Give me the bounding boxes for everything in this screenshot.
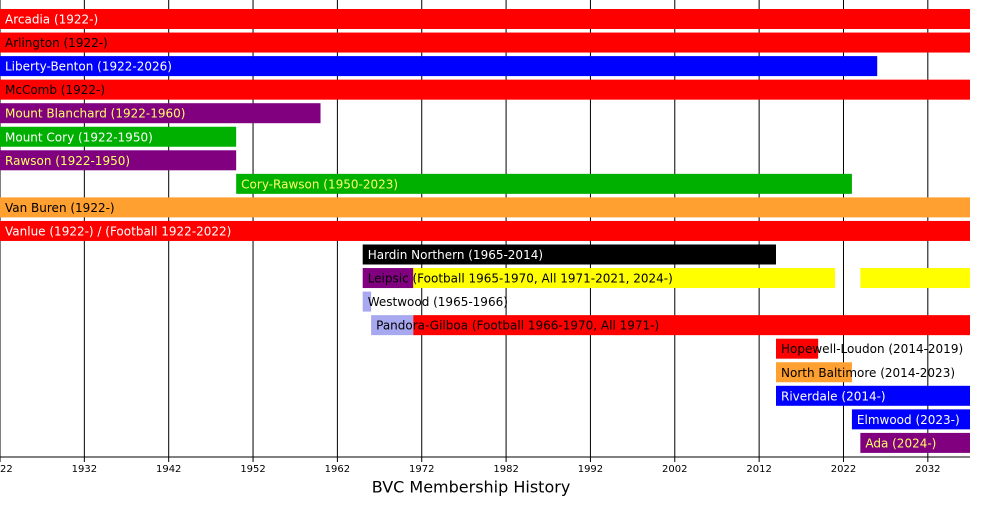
timeline-bar	[413, 268, 836, 289]
x-tick-label: 2032	[915, 464, 940, 475]
bar-label: Vanlue (1922-) / (Football 1922-2022)	[5, 224, 231, 238]
x-tick-label: 22	[0, 464, 13, 475]
x-tick-label: 2022	[831, 464, 856, 475]
bar-label: Hardin Northern (1965-2014)	[368, 248, 543, 262]
timeline-bar	[0, 56, 878, 77]
bar-label: Rawson (1922-1950)	[5, 154, 130, 168]
timeline-bar	[0, 150, 237, 171]
timeline-bar	[362, 268, 414, 289]
timeline-row: Mount Blanchard (1922-1960)	[0, 103, 321, 124]
bar-label: Pandora-Gilboa (Football 1966-1970, All …	[376, 319, 659, 333]
bar-label: Liberty-Benton (1922-2026)	[5, 60, 172, 74]
timeline-bar	[413, 315, 971, 336]
timeline-bar	[0, 103, 321, 124]
timeline-bar	[776, 362, 852, 383]
timeline-bar	[0, 126, 237, 147]
timeline-row: Arlington (1922-)	[0, 32, 970, 53]
timeline-row: Liberty-Benton (1922-2026)	[0, 56, 878, 77]
x-tick-label: 2002	[662, 464, 687, 475]
bars: Arcadia (1922-) Arlington (1922-) Liberty-…	[0, 9, 971, 453]
timeline-row: North Baltimore (2014-2023)	[776, 362, 955, 383]
timeline-bar	[0, 9, 970, 29]
chart-title: BVC Membership History	[372, 478, 571, 497]
timeline-row: Westwood (1965-1966)	[362, 291, 508, 312]
bar-label: Mount Cory (1922-1950)	[5, 130, 153, 144]
x-tick-label: 1972	[409, 464, 434, 475]
timeline-bar	[0, 197, 970, 218]
timeline-row: McComb (1922-)	[0, 79, 970, 100]
bar-label: Westwood (1965-1966)	[368, 295, 508, 309]
timeline-bar	[776, 338, 819, 359]
timeline-row: Arcadia (1922-)	[0, 9, 970, 29]
timeline-row: Pandora-Gilboa (Football 1966-1970, All …	[371, 315, 971, 336]
x-tick-label: 1982	[493, 464, 518, 475]
timeline-row: Leipsic (Football 1965-1970, All 1971-20…	[362, 268, 970, 289]
bar-label: Van Buren (1922-)	[5, 201, 115, 215]
timeline-row: Elmwood (2023-)	[851, 409, 970, 430]
bar-label: Arcadia (1922-)	[5, 13, 98, 27]
timeline-row: Hopewell-Loudon (2014-2019)	[776, 338, 963, 359]
bar-label: North Baltimore (2014-2023)	[781, 366, 955, 380]
bar-label: Arlington (1922-)	[5, 36, 108, 50]
x-tick-label: 1952	[240, 464, 265, 475]
timeline-bar	[0, 79, 970, 100]
timeline-bar	[851, 409, 970, 430]
timeline-row: Mount Cory (1922-1950)	[0, 126, 237, 147]
timeline-bar	[776, 385, 970, 406]
timeline-bar	[371, 315, 414, 336]
timeline-row: Rawson (1922-1950)	[0, 150, 237, 171]
x-tick-label: 1932	[72, 464, 97, 475]
timeline-bar	[860, 432, 970, 453]
bar-label: Ada (2024-)	[865, 436, 936, 450]
bar-label: Riverdale (2014-)	[781, 389, 886, 403]
x-tick-label: 1992	[578, 464, 603, 475]
x-tick-label: 1962	[325, 464, 350, 475]
timeline-bar	[362, 291, 372, 312]
timeline-row: Van Buren (1922-)	[0, 197, 970, 218]
bar-label: Elmwood (2023-)	[857, 413, 960, 427]
timeline-row: Cory-Rawson (1950-2023)	[236, 173, 852, 194]
timeline-bar	[236, 173, 852, 194]
timeline-row: Ada (2024-)	[860, 432, 970, 453]
bar-label: Cory-Rawson (1950-2023)	[241, 177, 398, 191]
x-tick-label: 1942	[156, 464, 181, 475]
bar-label: Leipsic (Football 1965-1970, All 1971-20…	[368, 272, 673, 286]
timeline-bar	[0, 220, 970, 241]
timeline-bar	[0, 32, 970, 53]
bar-label: Hopewell-Loudon (2014-2019)	[781, 342, 963, 356]
bar-label: McComb (1922-)	[5, 83, 105, 97]
timeline-row: Hardin Northern (1965-2014)	[362, 244, 776, 265]
timeline-row: Vanlue (1922-) / (Football 1922-2022)	[0, 220, 970, 241]
timeline-row: Riverdale (2014-)	[776, 385, 970, 406]
x-tick-label: 2012	[746, 464, 771, 475]
timeline-bar	[362, 244, 776, 265]
timeline-bar	[860, 268, 970, 289]
bar-label: Mount Blanchard (1922-1960)	[5, 107, 185, 121]
